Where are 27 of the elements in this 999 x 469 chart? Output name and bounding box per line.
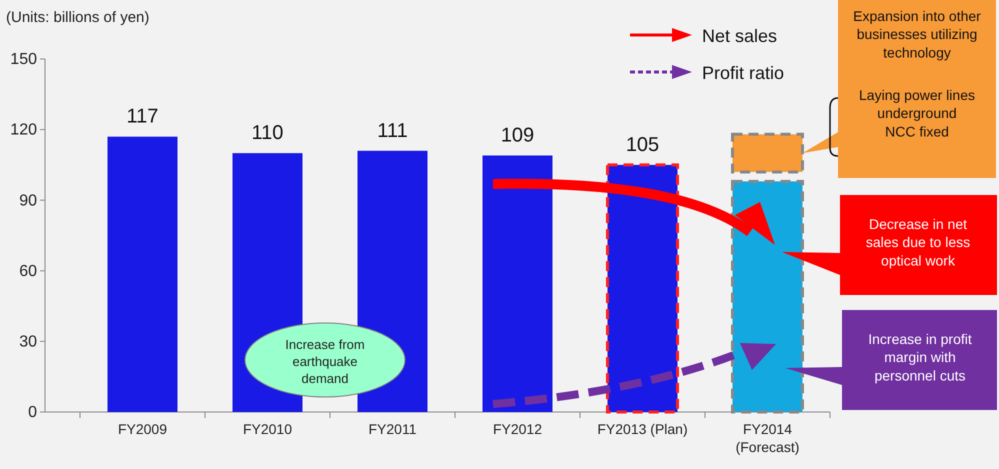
y-tick-label: 90 <box>19 192 38 210</box>
data-label: 105 <box>626 134 660 156</box>
text: Laying power lines underground NCC fixed <box>859 87 975 140</box>
y-tick-label: 0 <box>28 404 38 422</box>
x-tick-label: FY2009 <box>118 421 168 437</box>
text: Net sales <box>702 26 778 46</box>
x-tick-label: FY2013 (Plan) <box>597 421 688 437</box>
data-label: 110 <box>252 122 284 144</box>
x-tick-label: FY2014 (Forecast) <box>736 421 800 455</box>
bar <box>108 136 178 412</box>
annotation: Profit ratio <box>702 63 784 83</box>
text: Increase in profit margin with personnel cuts <box>868 331 972 384</box>
y-tick-label: 150 <box>10 51 38 68</box>
text: Decrease in net sales due to less optical work <box>866 216 970 268</box>
annotation: Increase from earthquake demand <box>285 337 365 386</box>
data-label: 111 <box>377 120 408 142</box>
y-axis-title: (Units: billions of yen) <box>6 9 150 26</box>
text: Expansion into other businesses utilizing technology <box>853 8 982 60</box>
data-label: 117 <box>126 106 158 128</box>
data-label: 109 <box>500 124 534 146</box>
y-tick-label: 30 <box>19 334 38 351</box>
x-tick-label: FY2011 <box>368 421 417 437</box>
x-tick-label: FY2010 <box>242 421 292 437</box>
y-tick-label: 120 <box>10 122 38 139</box>
y-tick-label: 60 <box>19 262 38 280</box>
bar <box>482 155 552 412</box>
x-tick-label: FY2012 <box>492 421 542 437</box>
